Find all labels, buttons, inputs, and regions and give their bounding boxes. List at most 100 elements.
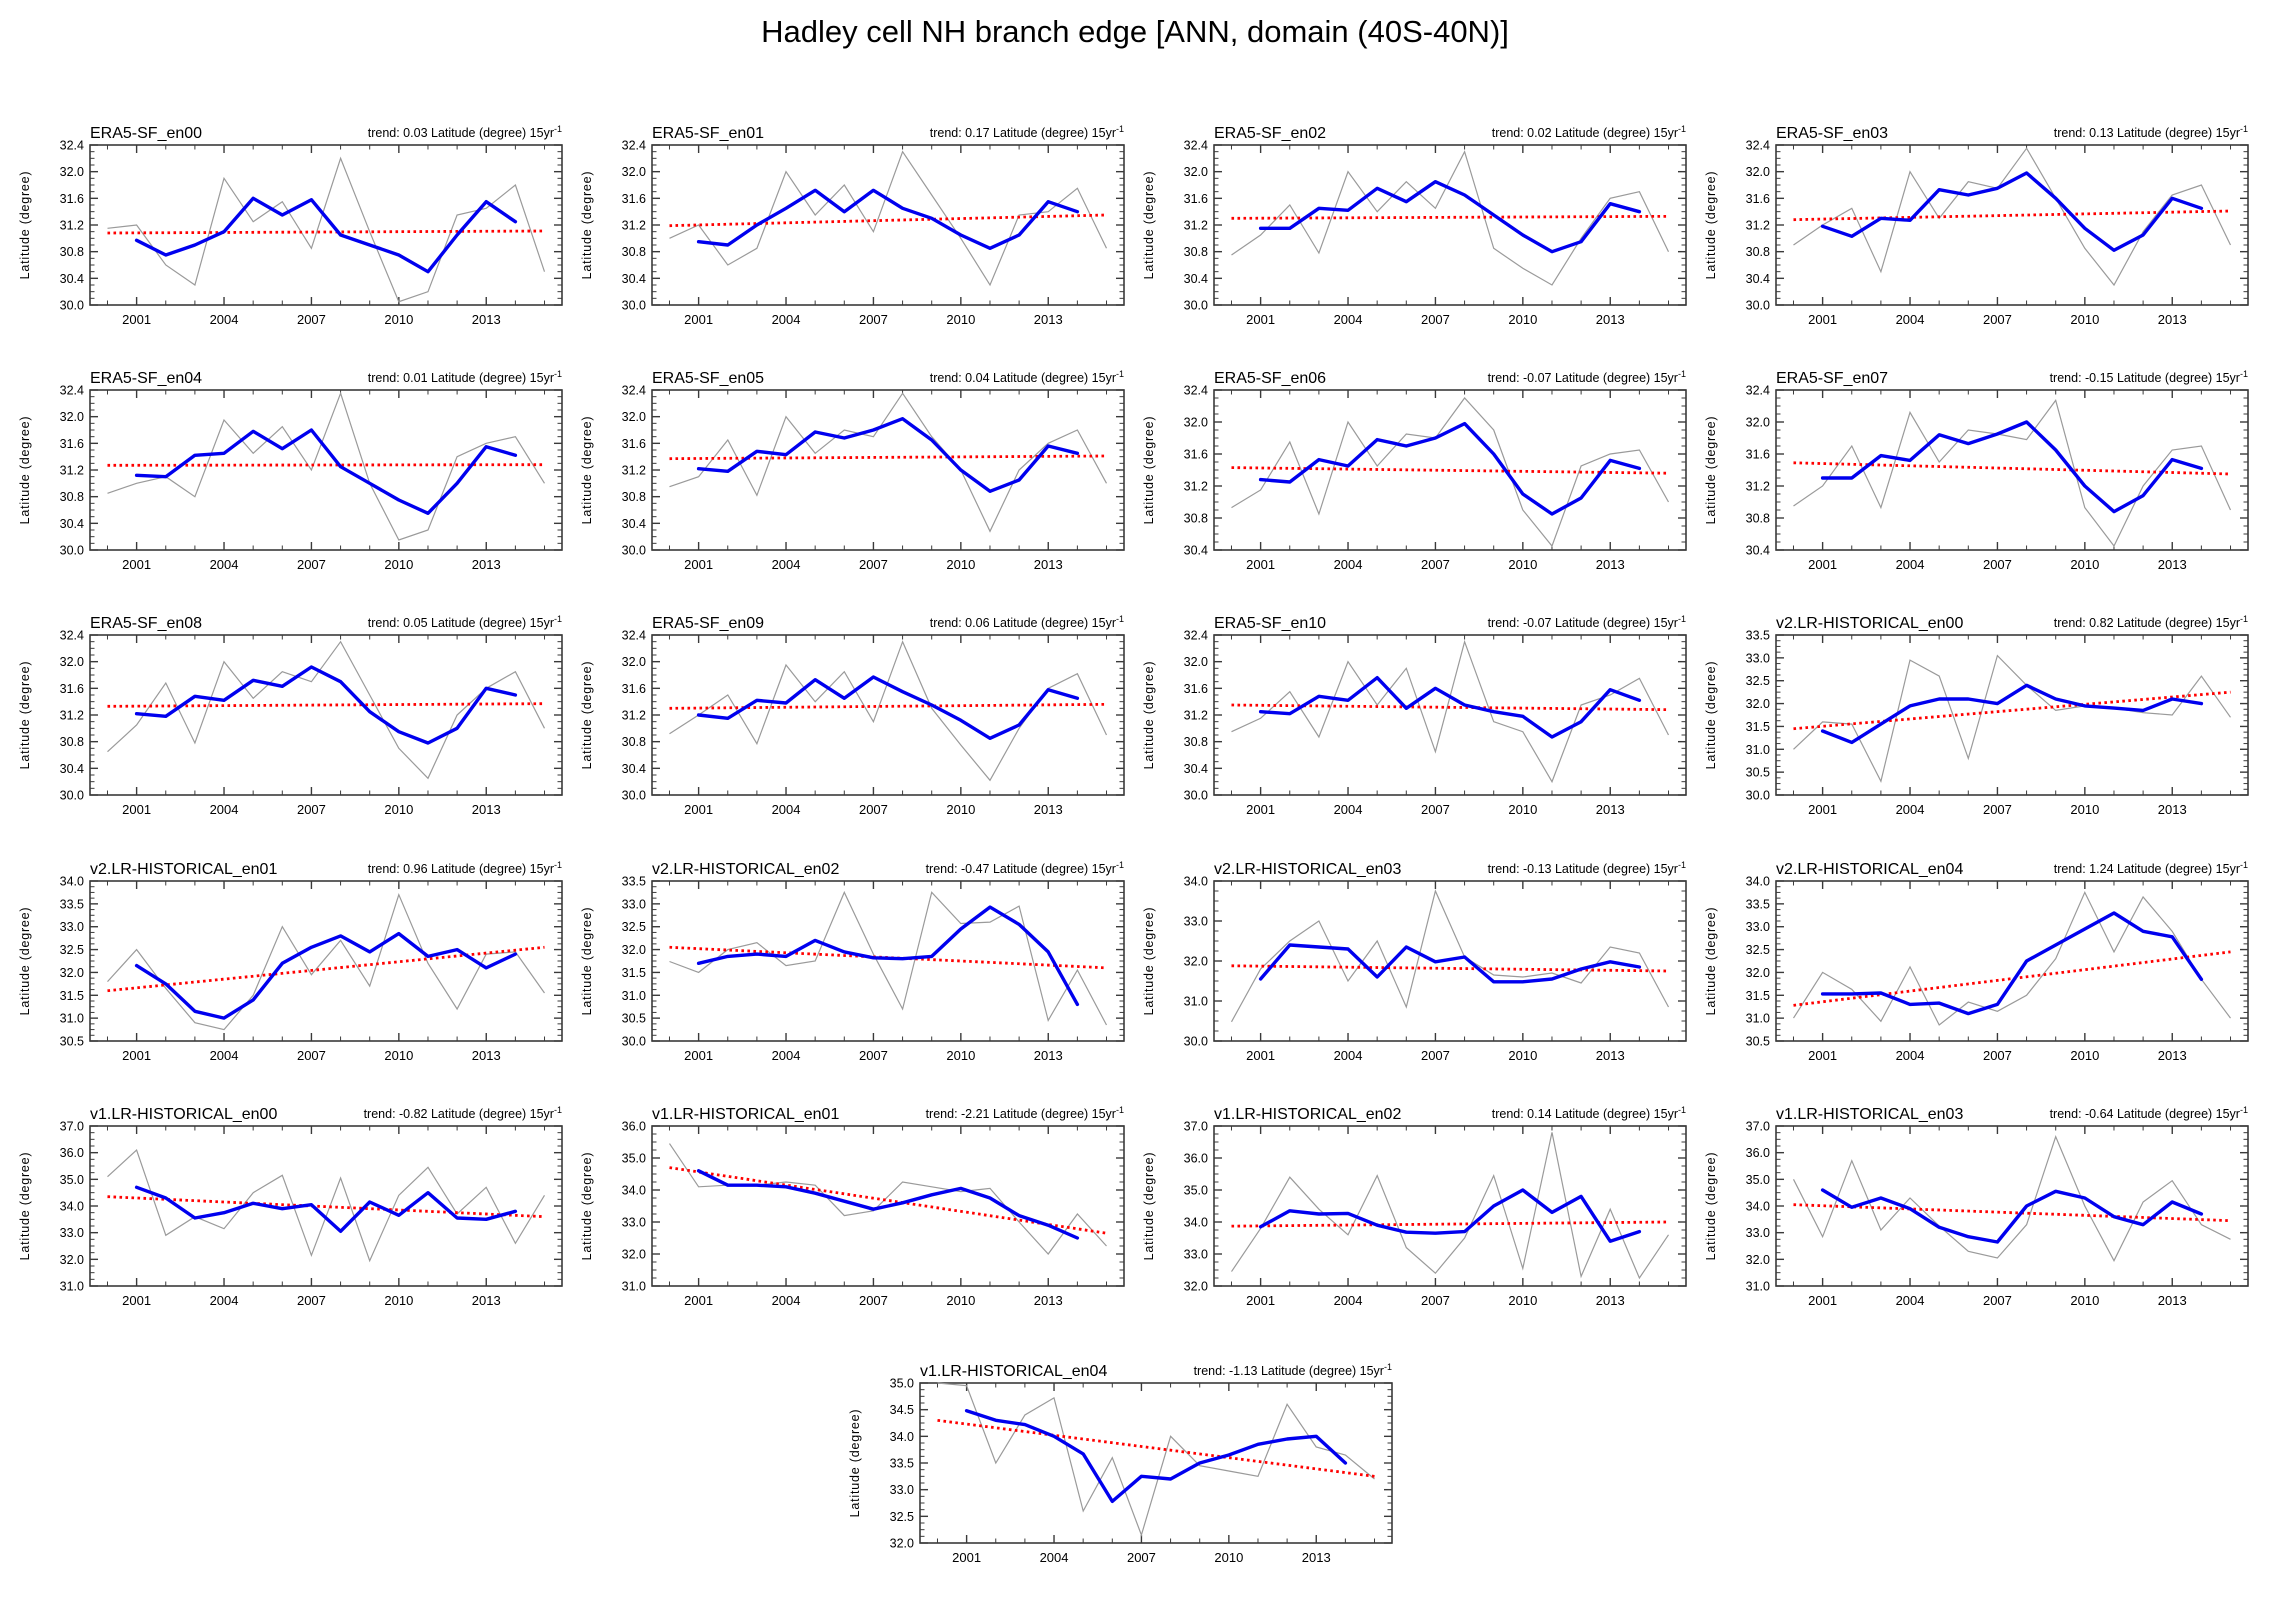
y-tick-label: 32.0	[1746, 1253, 1770, 1267]
x-tick-label: 2004	[1334, 557, 1363, 572]
x-tick-label: 2013	[2158, 312, 2187, 327]
trend-annotation: trend: 0.03 Latitude (degree) 15yr-1	[368, 124, 562, 140]
x-tick-label: 2004	[772, 802, 801, 817]
y-axis-label: Latitude (degree)	[580, 1152, 594, 1261]
y-tick-label: 30.8	[1184, 735, 1208, 749]
smoothed-series-line	[134, 196, 518, 274]
x-tick-label: 2013	[1596, 802, 1625, 817]
panel-title: ERA5-SF_en01	[652, 125, 764, 142]
y-tick-label: 31.0	[622, 989, 646, 1003]
y-tick-label: 34.0	[890, 1430, 914, 1444]
x-tick-label: 2010	[1508, 312, 1537, 327]
x-tick-label: 2004	[210, 802, 239, 817]
y-tick-label: 30.8	[1184, 512, 1208, 526]
x-tick-label: 2001	[1808, 1048, 1837, 1063]
y-tick-label: 30.0	[60, 544, 84, 558]
x-tick-label: 2004	[772, 312, 801, 327]
x-tick-label: 2001	[684, 1048, 713, 1063]
smoothed-series-line	[1820, 420, 2204, 514]
panel-title: v1.LR-HISTORICAL_en02	[1214, 1106, 1401, 1123]
panel-title: ERA5-SF_en00	[90, 125, 202, 142]
y-tick-label: 30.0	[60, 789, 84, 803]
x-tick-label: 2004	[210, 1048, 239, 1063]
y-tick-label: 34.0	[60, 875, 84, 889]
panel-v1.LR-HISTORICAL_en03: v1.LR-HISTORICAL_en03 trend: -0.64 Latitu…	[1704, 1105, 2249, 1308]
x-tick-label: 2004	[1040, 1550, 1069, 1565]
x-tick-label: 2001	[1808, 557, 1837, 572]
trend-annotation: trend: -0.15 Latitude (degree) 15yr-1	[2050, 369, 2248, 385]
y-tick-label: 32.0	[1184, 655, 1208, 669]
raw-series-line	[1231, 1132, 1669, 1280]
x-tick-label: 2007	[297, 1048, 326, 1063]
trend-line	[107, 463, 545, 467]
y-tick-label: 36.0	[60, 1146, 84, 1160]
raw-series-line	[1230, 889, 1670, 1023]
x-tick-label: 2007	[859, 1048, 888, 1063]
trend-line	[1231, 466, 1669, 475]
y-tick-label: 31.5	[60, 989, 84, 1003]
y-tick-label: 32.0	[1746, 416, 1770, 430]
x-tick-label: 2007	[1421, 312, 1450, 327]
plot-frame	[89, 144, 563, 306]
y-tick-label: 30.8	[622, 490, 646, 504]
trend-line	[1793, 950, 2231, 1007]
panel-ERA5-SF_en03: ERA5-SF_en03 trend: 0.13 Latitude (degree…	[1704, 124, 2249, 327]
panel-title: ERA5-SF_en04	[90, 370, 202, 387]
y-tick-label: 30.4	[1184, 762, 1208, 776]
smoothed-series-line	[696, 188, 1080, 251]
y-tick-label: 30.4	[60, 272, 84, 286]
panel-v2.LR-HISTORICAL_en02: v2.LR-HISTORICAL_en02 trend: -0.47 Latitu…	[580, 860, 1125, 1063]
plot-frame	[1213, 1125, 1687, 1287]
y-tick-label: 35.0	[1184, 1184, 1208, 1198]
y-tick-label: 30.0	[60, 299, 84, 313]
y-tick-label: 31.5	[1746, 720, 1770, 734]
y-axis-label: Latitude (degree)	[1704, 171, 1718, 280]
x-tick-label: 2007	[297, 557, 326, 572]
panel-v1.LR-HISTORICAL_en02: v1.LR-HISTORICAL_en02 trend: 0.14 Latitud…	[1142, 1105, 1687, 1308]
panel-title: v1.LR-HISTORICAL_en00	[90, 1106, 277, 1123]
x-tick-label: 2013	[472, 1293, 501, 1308]
x-tick-label: 2010	[384, 1293, 413, 1308]
panel-ERA5-SF_en08: ERA5-SF_en08 trend: 0.05 Latitude (degree…	[18, 614, 563, 817]
y-tick-label: 31.0	[1746, 743, 1770, 757]
y-tick-label: 31.2	[622, 709, 646, 723]
x-tick-label: 2007	[1983, 802, 2012, 817]
y-tick-label: 32.0	[1184, 165, 1208, 179]
trend-annotation: trend: 0.02 Latitude (degree) 15yr-1	[1492, 124, 1686, 140]
y-tick-label: 30.0	[622, 299, 646, 313]
raw-series-line	[1231, 397, 1670, 548]
y-tick-label: 31.2	[622, 219, 646, 233]
x-tick-label: 2010	[1508, 802, 1537, 817]
x-tick-label: 2010	[946, 557, 975, 572]
y-tick-label: 33.5	[1746, 897, 1770, 911]
y-axis-label: Latitude (degree)	[580, 907, 594, 1016]
panel-v2.LR-HISTORICAL_en01: v2.LR-HISTORICAL_en01 trend: 0.96 Latitud…	[18, 860, 563, 1063]
smoothed-series-line	[1820, 1188, 2204, 1244]
x-tick-label: 2001	[952, 1550, 981, 1565]
y-tick-label: 30.4	[622, 517, 646, 531]
x-tick-label: 2007	[1421, 1048, 1450, 1063]
y-tick-label: 34.5	[890, 1403, 914, 1417]
y-tick-label: 30.4	[622, 762, 646, 776]
y-tick-label: 30.8	[622, 245, 646, 259]
panel-v1.LR-HISTORICAL_en00: v1.LR-HISTORICAL_en00 trend: -0.82 Latitu…	[18, 1105, 563, 1308]
smoothed-series-line	[1258, 421, 1642, 516]
y-tick-label: 35.0	[622, 1152, 646, 1166]
panel-title: ERA5-SF_en03	[1776, 125, 1888, 142]
y-tick-label: 30.0	[1746, 789, 1770, 803]
y-tick-label: 31.0	[1184, 995, 1208, 1009]
panel-title: v1.LR-HISTORICAL_en03	[1776, 1106, 1963, 1123]
y-axis-label: Latitude (degree)	[1142, 661, 1156, 770]
x-tick-label: 2007	[1421, 557, 1450, 572]
x-tick-label: 2013	[472, 1048, 501, 1063]
y-tick-label: 30.8	[1184, 245, 1208, 259]
y-tick-label: 31.6	[1746, 192, 1770, 206]
x-tick-label: 2001	[1808, 312, 1837, 327]
x-tick-label: 2001	[1246, 312, 1275, 327]
panel-ERA5-SF_en05: ERA5-SF_en05 trend: 0.04 Latitude (degree…	[580, 369, 1125, 572]
trend-line	[1793, 690, 2231, 731]
y-tick-label: 30.5	[60, 1035, 84, 1049]
y-tick-label: 30.4	[622, 272, 646, 286]
x-tick-label: 2007	[1421, 802, 1450, 817]
y-tick-label: 32.4	[622, 139, 646, 153]
